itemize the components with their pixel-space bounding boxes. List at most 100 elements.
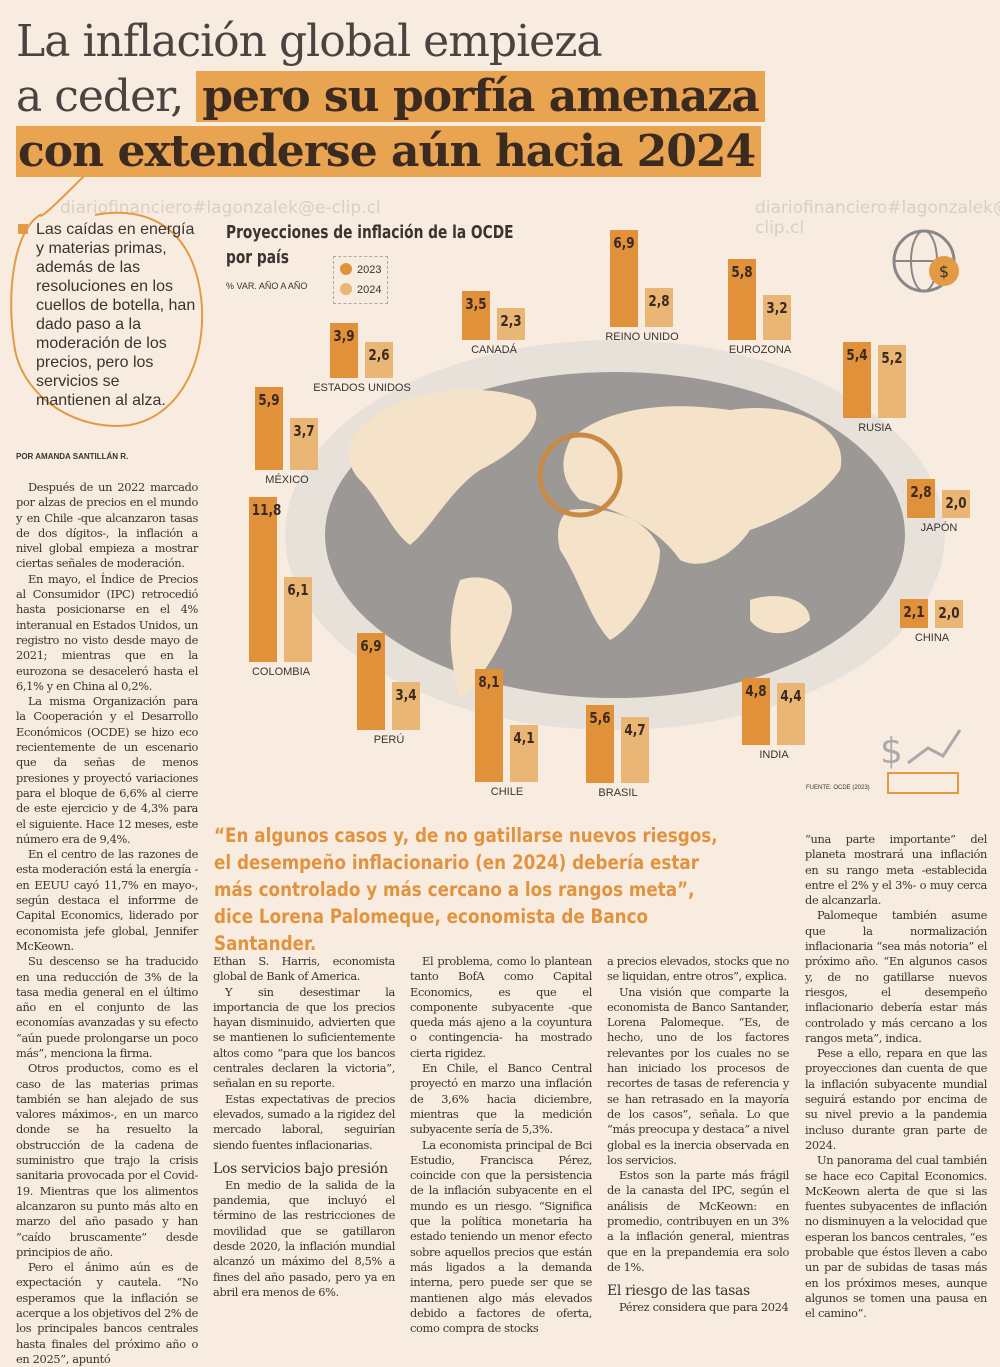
- bar-2024: 2,3: [497, 307, 525, 340]
- bar-2024: 3,4: [392, 682, 420, 730]
- legend-2024: 2024: [340, 280, 381, 300]
- bar-2023: 11,8: [249, 496, 282, 662]
- bar-value-label: 3,2: [766, 299, 788, 318]
- headline-highlight: pero su porfía amenaza: [196, 71, 765, 122]
- bar-2023: 6,9: [357, 633, 385, 730]
- bar-2024: 2,0: [935, 600, 963, 628]
- bar-2023: 2,1: [900, 598, 928, 628]
- bar-2024: 3,2: [763, 295, 791, 340]
- bar-2023: 4,8: [742, 677, 770, 745]
- bar-2024: 4,4: [777, 683, 805, 745]
- bar-value-label: 5,9: [258, 391, 280, 410]
- headline: La inflación global empieza a ceder, per…: [16, 14, 765, 179]
- headline-line-2a: a ceder,: [16, 71, 197, 122]
- bar-value-label: 5,8: [731, 262, 753, 281]
- svg-text:$: $: [880, 731, 903, 772]
- country-label: COLOMBIA: [251, 666, 311, 678]
- legend-2023: 2023: [340, 260, 381, 280]
- headline-line-3: con extenderse aún hacia 2024: [16, 126, 762, 177]
- bullet-square: [18, 224, 28, 234]
- article-column-3: El problema, como lo plantean tanto BofA…: [410, 954, 592, 1336]
- bar-value-label: 2,0: [945, 494, 967, 512]
- subheading: Los servicios bajo presión: [213, 1160, 388, 1177]
- headline-line-1: La inflación global empieza: [16, 16, 603, 67]
- hand-drawn-circle: [10, 174, 204, 427]
- bar-2023: 5,8: [728, 258, 756, 340]
- south-america-land: [450, 577, 512, 700]
- bar-value-label: 4,1: [513, 728, 535, 747]
- chart-subtitle: % VAR. AÑO A AÑO: [226, 281, 308, 291]
- country-label: INDIA: [759, 749, 789, 761]
- bar-value-label: 4,7: [624, 721, 646, 740]
- bar-value-label: 11,8: [251, 500, 282, 519]
- svg-text:$: $: [939, 262, 949, 281]
- article-column-1: Después de un 2022 marcado por alzas de …: [16, 480, 198, 1366]
- australia-land: [750, 596, 810, 634]
- africa-land: [558, 509, 660, 640]
- bar-value-label: 8,1: [478, 672, 500, 691]
- country-label: EUROZONA: [728, 344, 792, 356]
- bar-2024: 2,8: [645, 287, 673, 327]
- bar-value-label: 3,9: [333, 327, 355, 346]
- bar-value-label: 3,7: [293, 422, 315, 441]
- bar-value-label: 6,9: [360, 637, 382, 656]
- bar-2023: 3,5: [462, 291, 490, 340]
- bar-value-label: 2,3: [500, 311, 522, 330]
- europe-highlight-ring: [537, 432, 623, 518]
- eurasia-land: [563, 406, 842, 564]
- bar-2023: 6,9: [610, 230, 638, 327]
- bar-value-label: 2,8: [910, 482, 932, 501]
- bar-value-label: 2,0: [938, 604, 960, 622]
- watermark: diariofinanciero#lagonzalek@e-clip.cl: [755, 198, 1000, 238]
- world-map: [285, 340, 945, 730]
- bar-value-label: 5,6: [589, 708, 611, 727]
- bar-2023: 5,9: [255, 387, 283, 470]
- bar-value-label: 3,4: [395, 686, 417, 705]
- legend-dot-2023-icon: [340, 263, 352, 275]
- pull-quote: “En algunos casos y, de no gatillarse nu…: [214, 824, 718, 955]
- money-chart-icon: $: [880, 729, 962, 794]
- article-column-5: “una parte importante” del planeta mostr…: [805, 832, 987, 1321]
- chart-legend: 2023 2024: [333, 256, 389, 304]
- country-label: BRASIL: [598, 787, 638, 799]
- bar-2024: 2,0: [942, 490, 970, 518]
- country-label: CANADÁ: [471, 344, 517, 356]
- watermark: diariofinanciero#lagonzalek@e-clip.cl: [60, 198, 381, 218]
- bar-2024: 6,1: [284, 576, 312, 662]
- bar-2024: 4,7: [621, 717, 649, 783]
- country-label: CHINA: [914, 632, 950, 644]
- chart-source: FUENTE: OCDE (2023): [806, 785, 870, 791]
- bar-2023: 5,6: [586, 704, 614, 783]
- bar-value-label: 2,1: [903, 602, 925, 621]
- bar-2024: 3,7: [290, 418, 318, 470]
- bar-value-label: 2,6: [368, 345, 390, 364]
- bar-2024: 2,6: [365, 341, 393, 378]
- country-label: JAPÓN: [920, 522, 958, 534]
- country-label: REINO UNIDO: [605, 331, 679, 343]
- bar-value-label: 6,1: [287, 580, 309, 599]
- bar-value-label: 2,8: [648, 291, 670, 310]
- article-column-2: Ethan S. Harris, economista global de Ba…: [213, 954, 395, 1299]
- bar-value-label: 4,4: [780, 687, 802, 706]
- bar-value-label: 4,8: [745, 681, 767, 700]
- bar-value-label: 5,2: [881, 349, 903, 368]
- country-label: CHILE: [490, 786, 524, 798]
- north-america-land: [349, 389, 537, 545]
- article-column-4: a precios elevados, stocks que no se liq…: [607, 954, 789, 1315]
- legend-dot-2024-icon: [340, 283, 352, 295]
- lead-text: Las caídas en energía y materias primas,…: [36, 221, 196, 409]
- bar-value-label: 3,5: [465, 295, 487, 313]
- bar-2023: 5,4: [843, 342, 871, 418]
- bar-2024: 5,2: [878, 345, 906, 418]
- bar-value-label: 5,4: [846, 346, 868, 365]
- byline: POR AMANDA SANTILLÁN R.: [16, 452, 129, 461]
- bar-2023: 8,1: [475, 668, 503, 782]
- country-label: ESTADOS UNIDOS: [313, 382, 411, 394]
- bar-value-label: 6,9: [613, 234, 635, 253]
- globe-dollar-icon: $: [892, 229, 959, 293]
- country-label: MÉXICO: [265, 474, 309, 486]
- country-label: PERÚ: [373, 734, 405, 746]
- country-label: RUSIA: [858, 422, 892, 434]
- bar-2023: 3,9: [330, 323, 358, 378]
- bar-2024: 4,1: [510, 724, 538, 782]
